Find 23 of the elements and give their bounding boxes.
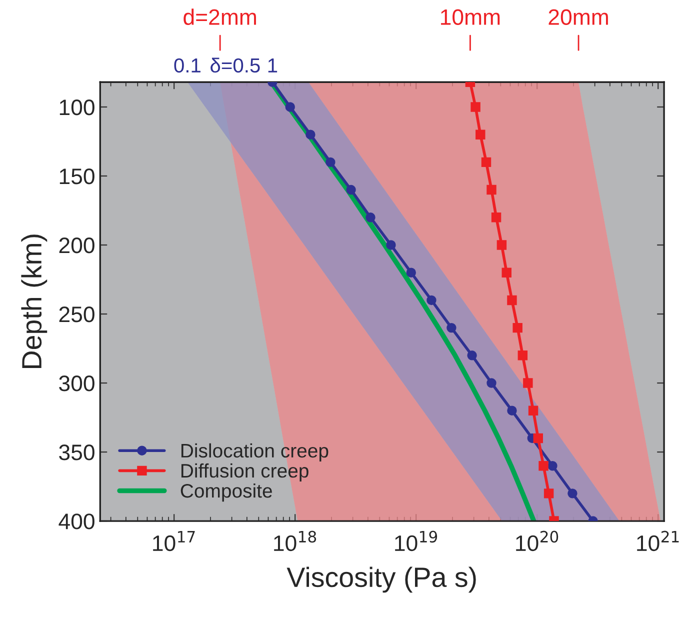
annotation: 10mm: [441, 9, 500, 25]
x-tick-label: 10$^{21}$: [637, 530, 679, 552]
x-tick-label: 10$^{19}$: [395, 530, 438, 552]
x-axis-title: Viscosity (Pa s): [286, 566, 476, 593]
annotation: δ=0.5: [210, 58, 260, 73]
annotation: 0.1: [174, 58, 200, 73]
y-tick-label: 300: [59, 376, 94, 392]
legend-label: Composite: [180, 483, 272, 502]
y-tick-label: 350: [59, 444, 94, 460]
y-tick-label: 100: [60, 100, 94, 116]
y-axis-title: Depth (km): [21, 234, 48, 368]
y-tick-label: 400: [58, 514, 94, 530]
x-tick-label: 10$^{20}$: [516, 530, 558, 552]
x-tick-label: 10$^{17}$: [153, 531, 195, 552]
y-tick-label: 150: [60, 168, 94, 184]
annotation: 20mm: [548, 9, 608, 25]
annotation: d=2mm: [184, 8, 256, 25]
y-tick-label: 200: [59, 238, 94, 254]
annotation: 1: [268, 58, 278, 72]
x-tick-label: 10$^{18}$: [274, 530, 316, 552]
legend-label: Dislocation creep: [181, 443, 328, 462]
y-tick-label: 250: [59, 306, 94, 322]
legend-label: Diffusion creep: [181, 463, 308, 482]
